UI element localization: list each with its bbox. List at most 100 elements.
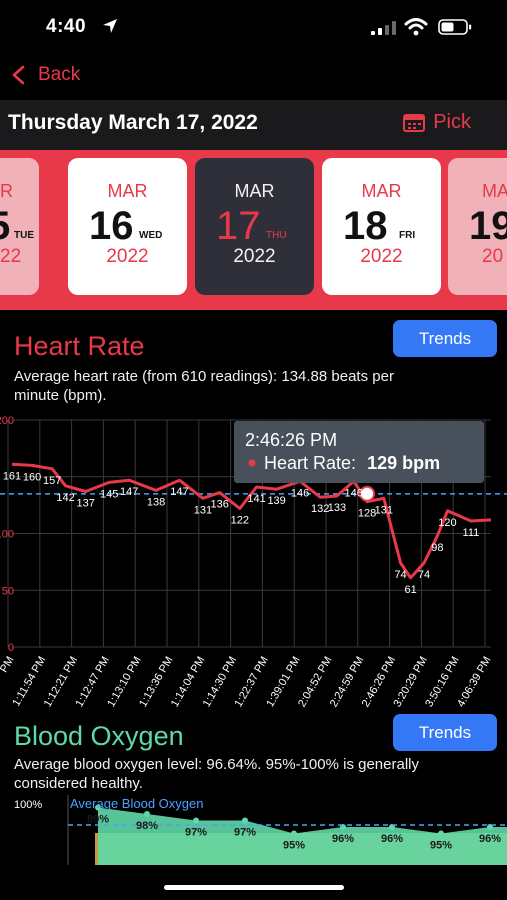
data-label: 157: [43, 475, 61, 487]
date-card-month: MA: [482, 181, 507, 201]
date-card-weekday: FRI: [399, 230, 416, 241]
data-label: 131: [194, 504, 212, 516]
data-label: 96%: [381, 833, 403, 845]
date-card-mar-17[interactable]: MAR 17 THU 2022: [195, 158, 314, 295]
heart-rate-title: Heart Rate: [14, 331, 145, 361]
data-point: [144, 811, 150, 817]
date-card-month: MAR: [234, 181, 275, 201]
data-label: 97%: [185, 827, 207, 839]
pick-date-button[interactable]: Pick: [403, 111, 471, 134]
tooltip-time: 2:46:26 PM: [245, 430, 337, 450]
tooltip-series-dot: [248, 459, 256, 467]
data-label: 95%: [283, 840, 305, 852]
battery-icon: [438, 19, 472, 35]
date-card-month: MAR: [107, 181, 148, 201]
date-card-day: 18: [343, 204, 388, 248]
data-label: 136: [210, 499, 228, 511]
data-label: 99%: [87, 814, 109, 826]
data-label: 74: [394, 569, 406, 581]
heart-rate-tooltip: 2:46:26 PM Heart Rate: 129 bpm: [234, 421, 484, 483]
selected-point[interactable]: [359, 485, 376, 502]
location-arrow-icon: [103, 19, 117, 33]
data-label: 96%: [479, 833, 501, 845]
data-label: 137: [77, 498, 95, 510]
x-tick-label: PM: [0, 655, 17, 675]
back-label: Back: [38, 64, 81, 85]
date-card-mar-16[interactable]: MAR 16 WED 2022: [68, 158, 187, 295]
back-button[interactable]: Back: [10, 62, 80, 88]
y-tick-label: 200: [0, 415, 14, 427]
data-label: 142: [56, 492, 74, 504]
data-point: [291, 830, 297, 837]
blood-oxygen-description: Average blood oxygen level: 96.64%. 95%-…: [14, 756, 419, 792]
data-label: 96%: [332, 833, 354, 845]
date-card-day: 16: [89, 204, 134, 248]
data-label: 146: [291, 487, 309, 499]
date-card-mar-19[interactable]: MA 19 20: [448, 158, 507, 295]
data-point: [438, 830, 444, 837]
chevron-left-icon: [12, 65, 25, 85]
tooltip-label: Heart Rate: 129 bpm: [264, 453, 440, 473]
date-card-weekday: THU: [266, 230, 287, 241]
date-card-mar-15[interactable]: AR 5 TUE 22: [0, 158, 39, 295]
data-label: 74: [418, 569, 430, 581]
data-label: 141: [247, 493, 265, 505]
home-indicator: [164, 885, 344, 890]
data-label: 147: [120, 486, 138, 498]
date-card-day: 5: [0, 204, 10, 249]
blood-oxygen-chart[interactable]: 100% Average Blood Oxygen 99% 98% 97% 97% 95…: [0, 795, 507, 865]
data-label: 128: [358, 508, 376, 520]
data-label: 97%: [234, 827, 256, 839]
date-card-month: MAR: [361, 181, 402, 201]
date-card-year: 2022: [360, 246, 403, 267]
data-label: 139: [267, 495, 285, 507]
date-card-month: AR: [0, 181, 14, 201]
date-card-weekday: WED: [139, 230, 163, 241]
date-card-year: 2022: [233, 246, 276, 267]
date-header: Thursday March 17, 2022 Pick: [0, 100, 507, 150]
data-label: 95%: [430, 840, 452, 852]
y-tick-label: 100: [0, 529, 14, 541]
date-card-year: 22: [0, 246, 22, 267]
data-label: 145: [100, 488, 118, 500]
status-time: 4:40: [46, 16, 87, 37]
data-point: [193, 817, 199, 824]
data-label: 147: [170, 486, 188, 498]
status-bar: 4:40: [0, 0, 507, 56]
data-label: 122: [231, 515, 249, 527]
data-label: 160: [23, 471, 41, 483]
date-card-day: 17: [216, 204, 261, 248]
blood-oxygen-title: Blood Oxygen: [14, 721, 184, 751]
data-label: 111: [463, 527, 480, 539]
heart-rate-trends-button[interactable]: Trends: [393, 320, 497, 357]
date-strip[interactable]: AR 5 TUE 22 MAR 16 WED 2022 MAR 17 THU 2…: [0, 150, 507, 310]
date-card-mar-18[interactable]: MAR 18 FRI 2022: [322, 158, 441, 295]
blood-oxygen-trends-button[interactable]: Trends: [393, 714, 497, 751]
tooltip-value: 129 bpm: [367, 453, 440, 473]
data-label: 98%: [136, 820, 158, 832]
page-title: Thursday March 17, 2022: [8, 111, 258, 134]
blood-oxygen-area: [98, 807, 507, 865]
data-label: 98: [431, 542, 443, 554]
heart-rate-line: [11, 462, 492, 580]
date-card-year: 20: [482, 246, 504, 267]
cellular-signal-icon: [371, 21, 396, 35]
date-card-weekday: TUE: [14, 230, 34, 241]
data-label: 61: [404, 584, 416, 596]
date-card-year: 2022: [106, 246, 149, 267]
data-label: 132: [311, 503, 329, 515]
data-point: [95, 804, 101, 811]
data-label: 138: [147, 496, 165, 508]
calendar-icon: [403, 113, 426, 132]
y-tick-label: 0: [8, 642, 14, 654]
pick-label: Pick: [433, 111, 471, 133]
data-point: [242, 817, 248, 824]
date-card-day: 19: [469, 204, 507, 248]
data-label: 133: [328, 502, 346, 514]
x-tick-label: 4:06:39 PM: [455, 655, 494, 710]
data-label: 146: [344, 487, 362, 499]
wifi-icon: [404, 18, 428, 36]
y-tick-label: 100%: [14, 799, 42, 811]
heart-rate-chart[interactable]: 200100500 161160157142137145147138147131…: [0, 410, 507, 710]
y-tick-label: 50: [2, 585, 14, 597]
